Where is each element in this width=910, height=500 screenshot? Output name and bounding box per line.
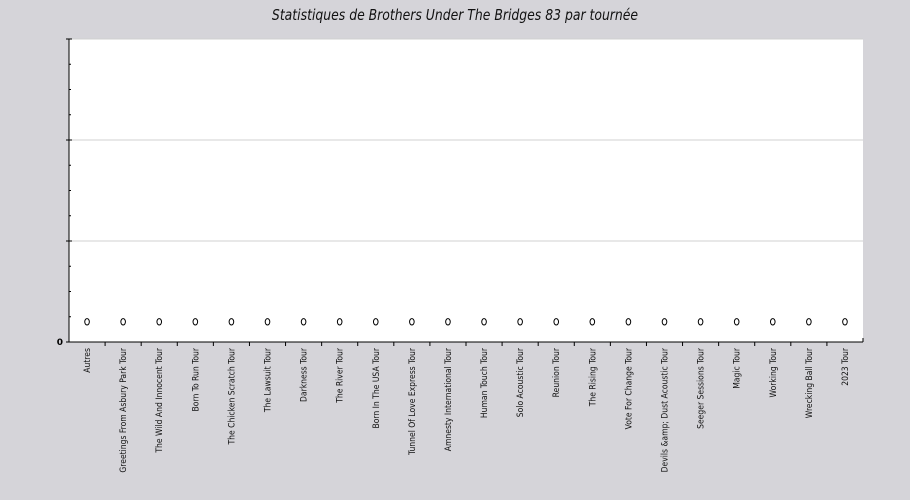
data-point (697, 318, 704, 326)
data-point (806, 318, 812, 326)
x-tick-label: Tunnel Of Love Express Tour (408, 347, 418, 456)
x-tick-label: The Wild And Innocent Tour (155, 347, 165, 453)
x-tick-label: The River Tour (336, 347, 346, 404)
data-point (733, 318, 740, 326)
x-tick-label: The Lawsuit Tour (264, 347, 274, 413)
x-tick-label: Autres (83, 348, 93, 373)
data-point (300, 318, 307, 326)
chart-title: Statistiques de Brothers Under The Bridg… (271, 6, 639, 24)
axis-ticks (66, 38, 828, 346)
data-point (336, 318, 343, 326)
y-tick-label: 0 (57, 338, 63, 348)
data-point (192, 318, 199, 326)
x-tick-label: Human Touch Tour (480, 347, 490, 418)
data-point (84, 318, 90, 326)
x-tick-label: The Chicken Scratch Tour (227, 347, 237, 445)
x-tick-label: Working Tour (769, 347, 779, 397)
x-tick-label: Seeger Sessions Tour (697, 347, 707, 429)
x-tick-labels: 0 Autres Greetings From Asbury Park Tour Th… (57, 338, 851, 473)
x-tick-label: Devils &amp; Dust Acoustic Tour (661, 347, 671, 472)
data-point (445, 318, 451, 326)
data-point (553, 318, 560, 326)
grid-lines (69, 38, 863, 242)
data-point (661, 318, 668, 326)
x-tick-label: 2023 Tour (841, 347, 851, 386)
x-tick-label: Wrecking Ball Tour (805, 347, 815, 418)
x-tick-label: Solo Acoustic Tour (516, 347, 526, 417)
data-point (264, 318, 271, 326)
data-point (481, 318, 487, 326)
x-tick-label: Magic Tour (733, 347, 743, 389)
plot-area (69, 39, 863, 342)
x-tick-label: Greetings From Asbury Park Tour (119, 347, 129, 472)
x-tick-label: The Rising Tour (588, 347, 598, 407)
data-points (84, 318, 848, 326)
x-tick-label: Reunion Tour (552, 347, 562, 397)
x-tick-label: Amnesty International Tour (444, 347, 454, 451)
data-point (228, 318, 235, 326)
x-tick-label: Darkness Tour (300, 347, 310, 402)
data-point (769, 318, 776, 326)
data-point (120, 318, 126, 326)
data-point (156, 318, 163, 326)
data-point (625, 318, 632, 326)
x-tick-label: Born To Run Tour (191, 347, 201, 411)
x-tick-label: Born In The USA Tour (372, 347, 382, 428)
data-point (409, 318, 415, 326)
data-point (589, 318, 596, 326)
data-point (517, 318, 523, 326)
x-tick-label: Vote For Change Tour (624, 347, 634, 429)
data-point (372, 318, 379, 326)
data-point (842, 318, 848, 326)
